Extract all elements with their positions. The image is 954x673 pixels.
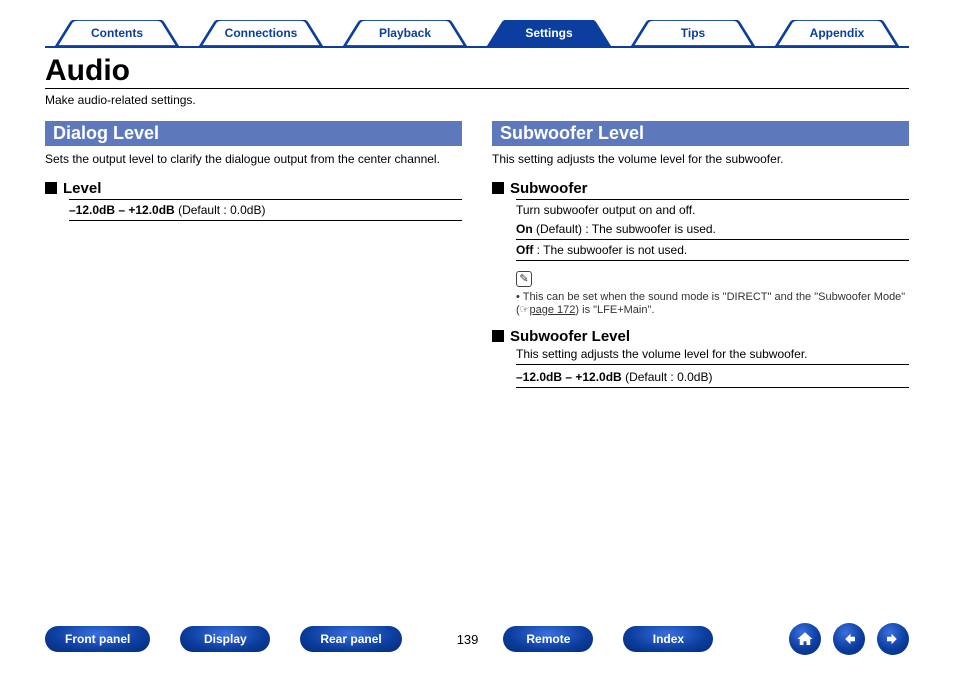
item-header-subwoofer: Subwoofer (492, 180, 909, 197)
page-number: 139 (457, 632, 479, 647)
home-button[interactable] (789, 623, 821, 655)
footer: Front panel Display Rear panel 139 Remot… (45, 623, 909, 655)
next-button[interactable] (877, 623, 909, 655)
opt-bold: Off (516, 243, 533, 257)
note-bullet: • (516, 291, 523, 303)
top-tabs: Contents Connections Playback Settings T… (45, 20, 909, 48)
setting-row: –12.0dB – +12.0dB (Default : 0.0dB) (69, 200, 462, 221)
footer-btn-rear-panel[interactable]: Rear panel (300, 626, 401, 652)
setting-rows: On (Default) : The subwoofer is used. Of… (516, 219, 909, 261)
item-desc: Turn subwoofer output on and off. (516, 199, 909, 217)
opt-bold: On (516, 222, 533, 236)
footer-btn-index[interactable]: Index (623, 626, 713, 652)
footer-btn-remote[interactable]: Remote (503, 626, 593, 652)
tab-tips[interactable]: Tips (621, 20, 765, 46)
note-text: • This can be set when the sound mode is… (516, 291, 909, 316)
item-header-sublevel: Subwoofer Level (492, 328, 909, 345)
section-header: Dialog Level (45, 121, 462, 146)
section-desc: Sets the output level to clarify the dia… (45, 152, 462, 166)
tab-connections[interactable]: Connections (189, 20, 333, 46)
tab-label: Playback (379, 26, 431, 40)
tab-label: Connections (225, 26, 298, 40)
range-bold: –12.0dB – +12.0dB (69, 203, 175, 217)
setting-row: –12.0dB – +12.0dB (Default : 0.0dB) (516, 367, 909, 388)
col-subwoofer-level: Subwoofer Level This setting adjusts the… (492, 121, 909, 388)
range-rest: (Default : 0.0dB) (622, 370, 713, 384)
setting-rows: –12.0dB – +12.0dB (Default : 0.0dB) (516, 367, 909, 388)
note-icon: ✎ (516, 271, 532, 287)
item-desc: This setting adjusts the volume level fo… (516, 347, 909, 365)
tab-contents[interactable]: Contents (45, 20, 189, 46)
page-subtitle: Make audio-related settings. (45, 93, 909, 107)
tab-playback[interactable]: Playback (333, 20, 477, 46)
item-header-level: Level (45, 180, 462, 197)
home-icon (796, 630, 814, 648)
range-rest: (Default : 0.0dB) (175, 203, 266, 217)
note-link[interactable]: page 172 (530, 304, 576, 316)
tab-label: Contents (91, 26, 143, 40)
note-part2: ) is "LFE+Main". (575, 304, 654, 316)
opt-rest: : The subwoofer is not used. (533, 243, 687, 257)
page-title: Audio (45, 54, 909, 89)
section-header: Subwoofer Level (492, 121, 909, 146)
tab-appendix[interactable]: Appendix (765, 20, 909, 46)
prev-button[interactable] (833, 623, 865, 655)
opt-rest: (Default) : The subwoofer is used. (533, 222, 716, 236)
footer-btn-display[interactable]: Display (180, 626, 270, 652)
tab-label: Appendix (810, 26, 865, 40)
tab-settings[interactable]: Settings (477, 20, 621, 46)
section-desc: This setting adjusts the volume level fo… (492, 152, 909, 166)
tab-label: Settings (525, 26, 572, 40)
col-dialog-level: Dialog Level Sets the output level to cl… (45, 121, 462, 388)
setting-rows: –12.0dB – +12.0dB (Default : 0.0dB) (69, 199, 462, 221)
setting-row: Off : The subwoofer is not used. (516, 240, 909, 261)
setting-row: On (Default) : The subwoofer is used. (516, 219, 909, 240)
footer-btn-front-panel[interactable]: Front panel (45, 626, 150, 652)
range-bold: –12.0dB – +12.0dB (516, 370, 622, 384)
arrow-left-icon (840, 630, 858, 648)
arrow-right-icon (884, 630, 902, 648)
tab-label: Tips (681, 26, 705, 40)
